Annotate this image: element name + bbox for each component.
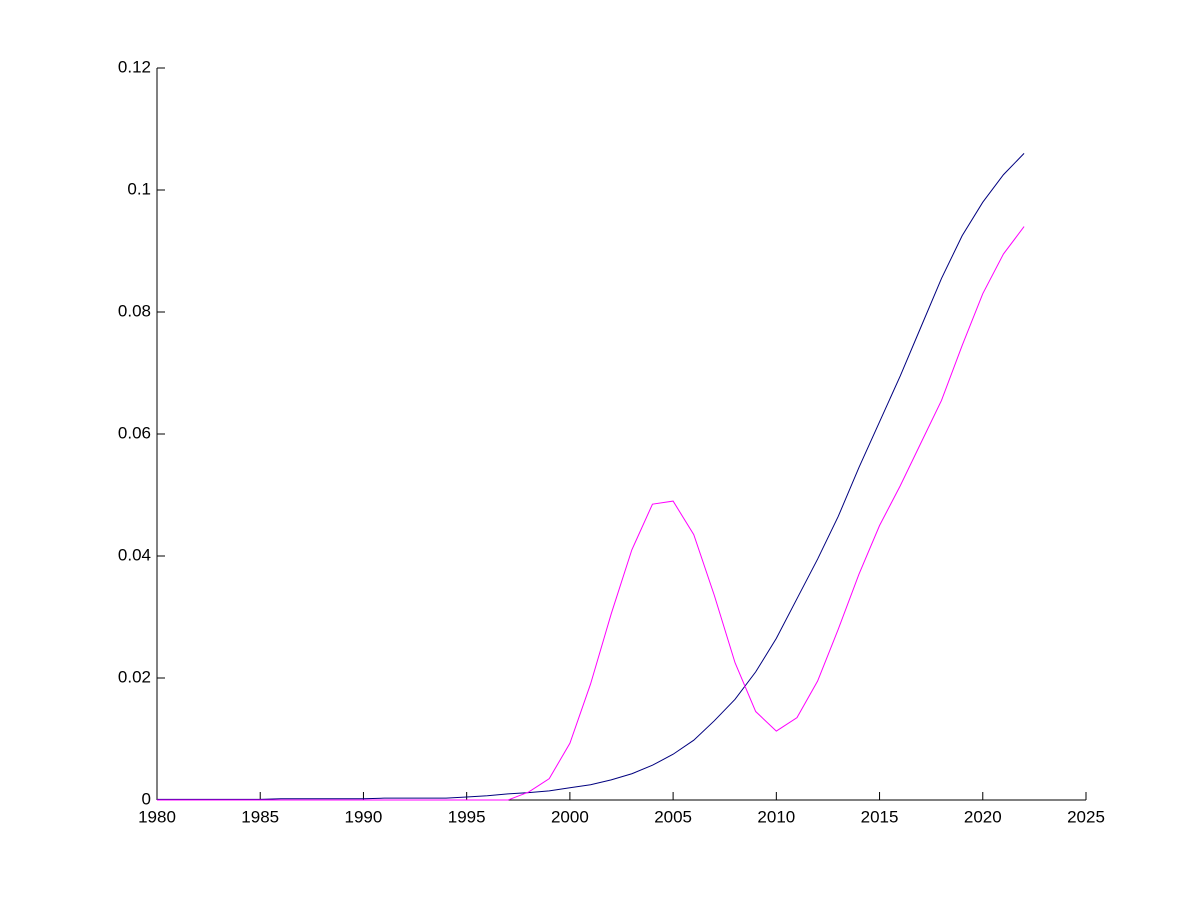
y-tick-label: 0.04	[118, 545, 151, 564]
y-tick-label: 0.08	[118, 301, 151, 320]
x-tick-label: 2020	[964, 807, 1002, 826]
x-tick-label: 1985	[241, 807, 279, 826]
x-tick-label: 1995	[448, 807, 486, 826]
y-tick-label: 0.12	[118, 57, 151, 76]
y-tick-label: 0	[142, 789, 151, 808]
y-tick-label: 0.1	[127, 179, 151, 198]
x-tick-label: 2025	[1067, 807, 1105, 826]
x-tick-label: 2005	[654, 807, 692, 826]
y-tick-label: 0.02	[118, 667, 151, 686]
line-series	[157, 153, 1025, 800]
x-tick-label: 2015	[861, 807, 899, 826]
line-series	[157, 226, 1025, 801]
x-tick-label: 2010	[757, 807, 795, 826]
x-tick-label: 1990	[345, 807, 383, 826]
x-tick-label: 1980	[138, 807, 176, 826]
y-tick-label: 0.06	[118, 423, 151, 442]
x-tick-label: 2000	[551, 807, 589, 826]
